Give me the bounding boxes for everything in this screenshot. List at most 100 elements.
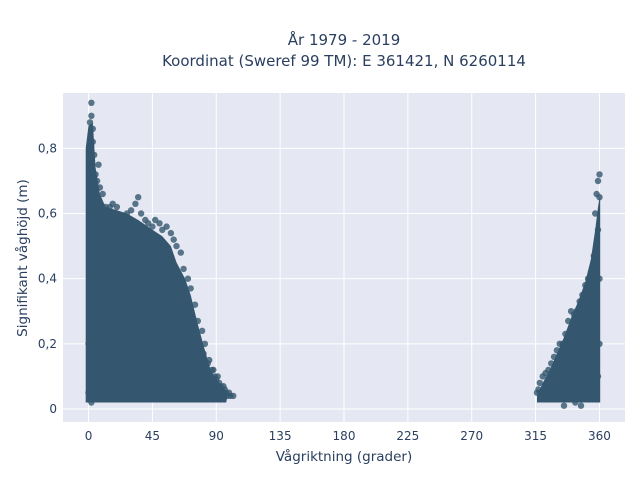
scatter-point <box>152 295 159 302</box>
x-tick-label: 315 <box>524 429 547 443</box>
scatter-point <box>180 265 187 273</box>
scatter-point <box>89 138 97 146</box>
scatter-point <box>230 392 237 400</box>
scatter-point <box>163 223 170 230</box>
dense-point-cloud-right <box>537 194 601 403</box>
chart-subtitle: Koordinat (Sweref 99 TM): E 361421, N 62… <box>162 52 526 70</box>
x-tick-label: 180 <box>333 429 356 443</box>
scatter-point <box>201 340 209 347</box>
scatter-point <box>156 363 163 370</box>
scatter-point <box>550 353 558 361</box>
scatter-point <box>567 308 575 315</box>
scatter-point <box>95 161 102 168</box>
scatter-point <box>153 285 160 292</box>
scatter-point <box>177 249 184 256</box>
scatter-point <box>174 340 182 347</box>
scatter-point <box>85 389 92 396</box>
scatter-point <box>88 242 95 250</box>
scatter-point <box>93 226 101 233</box>
scatter-point <box>88 399 95 406</box>
scatter-point <box>594 177 602 185</box>
scatter-point <box>596 340 603 347</box>
scatter-point <box>143 275 150 282</box>
scatter-point <box>548 396 555 403</box>
scatter-point <box>159 353 166 361</box>
scatter-point <box>204 360 211 367</box>
scatter-point <box>573 356 580 364</box>
scatter-point <box>89 308 97 315</box>
scatter-point <box>198 383 206 390</box>
scatter-point <box>95 249 102 256</box>
scatter-point <box>146 360 153 367</box>
scatter-point <box>590 252 597 260</box>
scatter-point <box>200 350 207 357</box>
x-axis-title: Vågriktning (grader) <box>276 448 413 465</box>
scatter-point <box>103 236 111 243</box>
scatter-point <box>542 392 549 400</box>
scatter-point <box>594 226 602 233</box>
scatter-point <box>132 366 139 374</box>
scatter-point <box>167 229 175 237</box>
y-axis-title: Signifikant våghöjd (m) <box>14 179 31 337</box>
scatter-point <box>92 259 99 266</box>
scatter-point <box>198 373 206 380</box>
y-tick-label: 0,6 <box>38 207 57 221</box>
scatter-point <box>570 386 578 393</box>
scatter-point <box>184 356 192 364</box>
scatter-point <box>536 379 543 387</box>
scatter-point <box>135 194 142 201</box>
scatter-point <box>557 383 565 390</box>
gridlines <box>63 93 625 422</box>
scatter-point <box>589 308 596 315</box>
scatter-point <box>133 269 140 276</box>
scatter-point <box>586 353 593 361</box>
scatter-point <box>101 242 108 250</box>
scatter-point <box>536 389 543 396</box>
scatter-point <box>102 282 109 289</box>
x-tick-label: 90 <box>209 429 224 443</box>
scatter-point <box>539 373 546 380</box>
scatter-points <box>85 99 603 409</box>
scatter-point <box>105 210 112 217</box>
scatter-point <box>120 308 128 315</box>
scatter-point <box>596 194 603 201</box>
x-tick-label: 225 <box>396 429 419 443</box>
scatter-point <box>208 366 216 374</box>
scatter-point <box>115 259 122 266</box>
scatter-point <box>164 298 172 305</box>
scatter-point <box>575 366 582 374</box>
scatter-point <box>556 340 563 347</box>
scatter-point <box>577 402 585 409</box>
scatter-point <box>569 373 576 380</box>
scatter-point <box>110 242 118 250</box>
scatter-point <box>127 314 135 321</box>
x-tick-label: 360 <box>588 429 611 443</box>
scatter-point <box>579 291 586 299</box>
scatter-point <box>129 275 136 282</box>
scatter-point <box>108 291 115 299</box>
scatter-point <box>593 242 600 250</box>
scatter-point <box>596 171 603 178</box>
scatter-point <box>156 334 163 341</box>
scatter-point <box>170 369 177 377</box>
scatter-point <box>181 324 189 331</box>
scatter-point <box>88 112 95 120</box>
scatter-point <box>96 275 104 282</box>
scatter-point <box>572 399 579 406</box>
scatter-point <box>113 203 121 211</box>
y-axis-ticks: 0 0,2 0,4 0,6 0,8 <box>38 141 57 416</box>
scatter-point <box>93 177 101 185</box>
scatter-point <box>105 386 112 393</box>
scatter-point <box>135 317 142 325</box>
scatter-point <box>584 324 592 331</box>
scatter-point <box>188 330 196 338</box>
scatter-point <box>142 324 149 331</box>
chart-title: År 1979 - 2019 <box>288 30 401 49</box>
scatter-point <box>562 373 569 380</box>
y-tick-label: 0,4 <box>38 272 57 286</box>
scatter-point <box>553 347 561 354</box>
scatter-point <box>91 151 98 159</box>
scatter-point <box>122 255 129 263</box>
scatter-point <box>176 311 183 318</box>
scatter-point <box>548 360 555 367</box>
